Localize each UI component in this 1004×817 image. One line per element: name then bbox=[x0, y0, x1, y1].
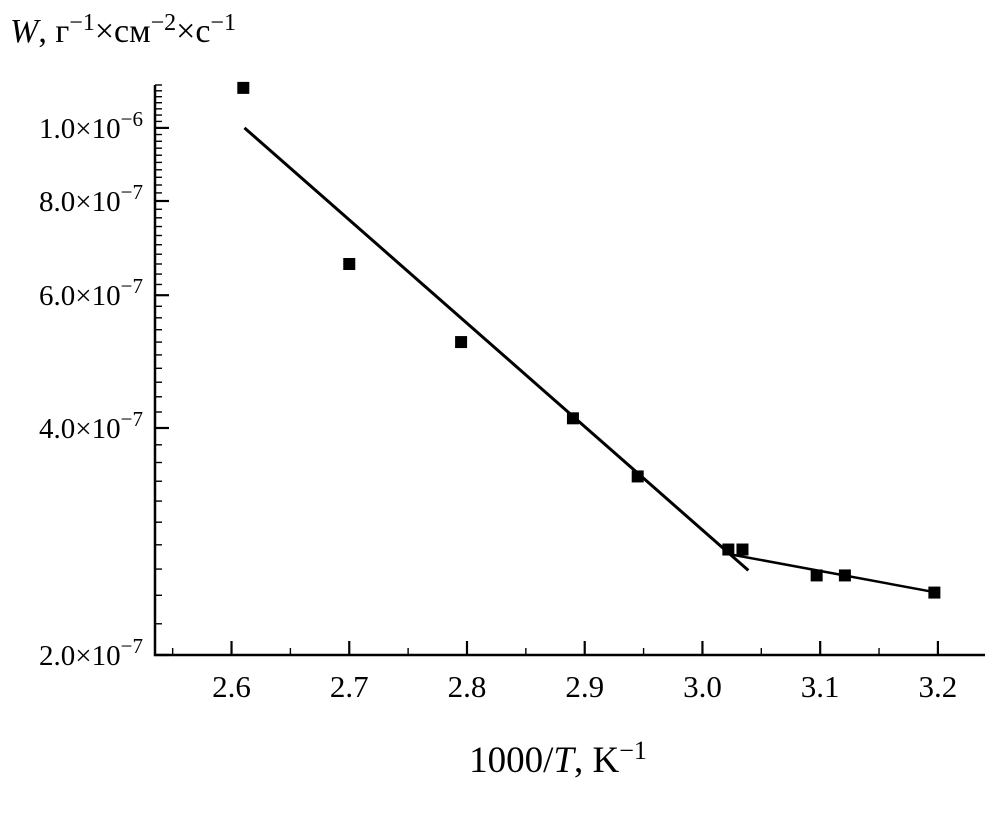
x-tick-label: 2.6 bbox=[212, 669, 251, 704]
y-tick-label: 1.0×10−6 bbox=[39, 107, 143, 145]
x-tick-label: 2.7 bbox=[330, 669, 369, 704]
y-tick-label: 8.0×10−7 bbox=[39, 180, 143, 218]
data-point-marker bbox=[736, 543, 749, 556]
tick-marks bbox=[155, 84, 940, 657]
x-tick-label: 3.0 bbox=[683, 669, 722, 704]
x-tick-label: 3.2 bbox=[919, 669, 958, 704]
fit-line-low-temp bbox=[723, 551, 937, 594]
data-point-marker bbox=[631, 470, 644, 483]
x-axis-title: 1000/T, K−1 bbox=[469, 736, 647, 781]
x-tick-labels: 2.6 2.7 2.8 2.9 3.0 3.1 3.2 bbox=[212, 669, 957, 704]
y-tick-label: 2.0×10−7 bbox=[39, 634, 143, 672]
y-axis-title: W, г−1×см−2×с−1 bbox=[10, 10, 236, 50]
x-tick-label: 2.9 bbox=[565, 669, 604, 704]
measured-rate-points bbox=[237, 81, 941, 599]
data-point-marker bbox=[722, 543, 735, 556]
x-tick-label: 2.8 bbox=[448, 669, 487, 704]
data-point-marker bbox=[455, 336, 468, 349]
data-point-marker bbox=[810, 569, 823, 582]
data-point-marker bbox=[343, 257, 356, 270]
y-tick-label: 4.0×10−7 bbox=[39, 407, 143, 445]
x-tick-label: 3.1 bbox=[801, 669, 840, 704]
y-tick-labels: 2.0×10−7 4.0×10−7 6.0×10−7 8.0×10−7 1.0×10−6 bbox=[39, 107, 143, 672]
data-point-marker bbox=[237, 81, 250, 94]
axes-frame bbox=[153, 85, 985, 657]
data-point-marker bbox=[928, 586, 941, 599]
fit-line-high-temp bbox=[243, 126, 750, 572]
y-tick-label: 6.0×10−7 bbox=[39, 274, 143, 312]
data-point-marker bbox=[838, 569, 851, 582]
data-point-marker bbox=[566, 412, 579, 425]
